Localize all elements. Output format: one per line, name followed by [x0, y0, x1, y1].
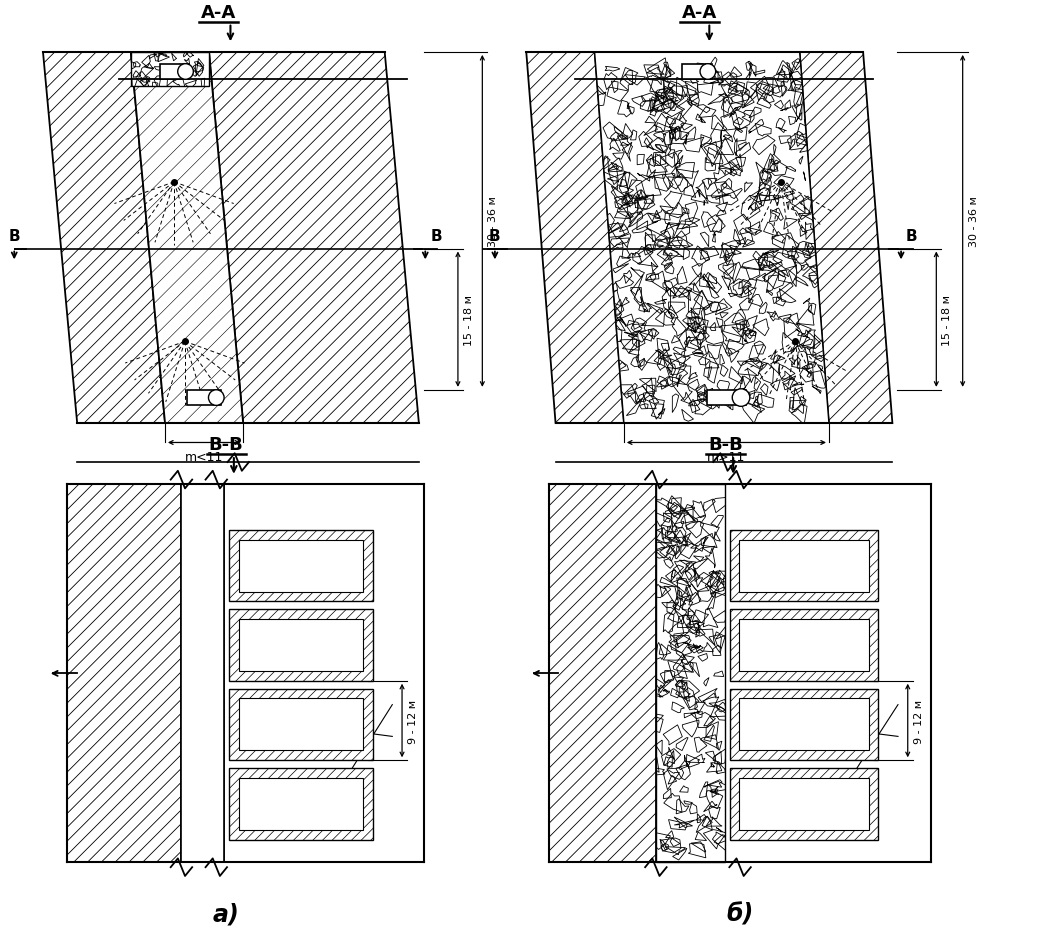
Polygon shape [729, 768, 878, 840]
Bar [740, 778, 869, 830]
Text: A-A: A-A [682, 4, 717, 21]
Circle shape [732, 389, 750, 407]
Polygon shape [209, 53, 419, 424]
Text: m<11: m<11 [185, 451, 223, 464]
Polygon shape [656, 485, 725, 862]
Circle shape [209, 390, 224, 406]
Polygon shape [549, 485, 656, 862]
Bar [740, 619, 869, 671]
Bar [239, 619, 363, 671]
Polygon shape [527, 53, 623, 424]
Polygon shape [182, 485, 224, 862]
Bar [725, 485, 931, 862]
Bar [239, 778, 363, 830]
Text: B: B [430, 228, 442, 244]
Circle shape [178, 65, 193, 81]
Text: а): а) [213, 901, 239, 925]
Text: A-A: A-A [202, 4, 236, 21]
Text: m>11: m>11 [708, 451, 746, 464]
Text: B-B: B-B [209, 436, 243, 453]
Polygon shape [729, 530, 878, 602]
Bar [239, 540, 363, 592]
Polygon shape [68, 485, 182, 862]
Bar [740, 540, 869, 592]
Polygon shape [729, 610, 878, 681]
Polygon shape [729, 689, 878, 760]
Polygon shape [131, 53, 243, 424]
Text: B: B [906, 228, 917, 244]
Text: 9 - 12 м: 9 - 12 м [408, 699, 418, 743]
Polygon shape [229, 610, 373, 681]
Polygon shape [131, 53, 209, 87]
Text: б): б) [726, 901, 753, 925]
Polygon shape [229, 689, 373, 760]
Text: 30 - 36 м: 30 - 36 м [488, 197, 498, 247]
Polygon shape [229, 530, 373, 602]
Polygon shape [43, 53, 165, 424]
Bar [160, 65, 189, 81]
Text: 9 - 12 м: 9 - 12 м [913, 699, 924, 743]
Polygon shape [594, 53, 829, 424]
Polygon shape [800, 53, 893, 424]
Polygon shape [229, 768, 373, 840]
Bar [239, 699, 363, 751]
Bar [224, 485, 424, 862]
Circle shape [700, 65, 716, 81]
Bar [187, 390, 221, 406]
Text: 30 - 36 м: 30 - 36 м [968, 197, 979, 247]
Bar [740, 699, 869, 751]
Bar [707, 390, 746, 406]
Bar [683, 65, 712, 81]
Text: 15 - 18 м: 15 - 18 м [942, 295, 952, 345]
Text: 15 - 18 м: 15 - 18 м [463, 295, 474, 345]
Text: B-B: B-B [708, 436, 743, 453]
Text: B: B [489, 228, 501, 244]
Text: B: B [8, 228, 20, 244]
